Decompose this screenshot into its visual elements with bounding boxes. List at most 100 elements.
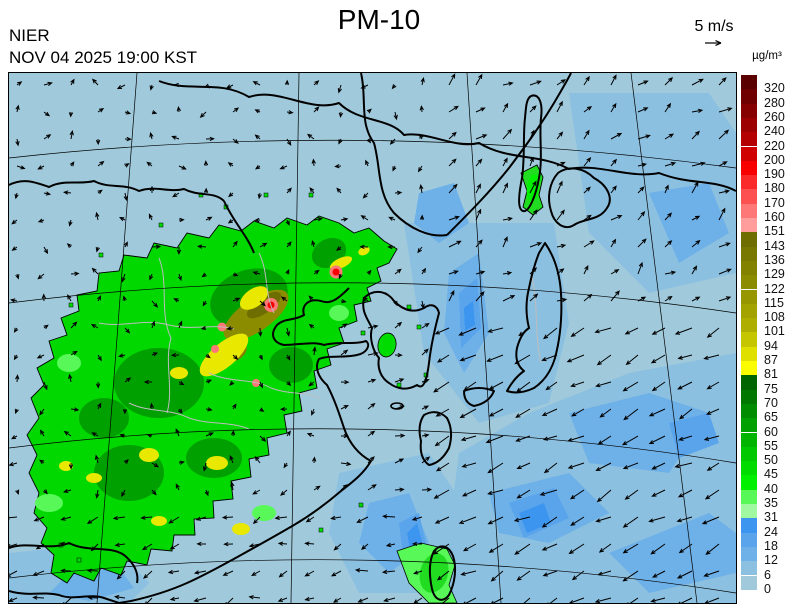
wind-arrow-icon xyxy=(556,243,567,249)
wind-arrow-icon xyxy=(360,215,369,221)
wind-arrow-icon xyxy=(201,272,207,278)
wind-arrow-icon xyxy=(205,136,215,142)
wind-arrow-icon xyxy=(122,295,127,302)
wind-arrow-icon xyxy=(488,543,504,553)
wind-arrow-icon xyxy=(703,570,720,577)
wind-arrow-icon xyxy=(149,273,154,281)
wind-arrow-icon xyxy=(254,217,261,223)
wind-arrow-icon xyxy=(706,462,720,471)
wind-arrow-icon xyxy=(583,157,592,167)
wind-arrow-icon xyxy=(15,273,20,280)
wind-arrow-icon xyxy=(421,433,430,438)
wind-arrow-icon xyxy=(280,296,288,302)
wind-arrow-icon xyxy=(677,489,693,498)
wind-arrow-icon xyxy=(622,516,639,528)
wind-arrow-icon xyxy=(691,239,701,248)
wind-arrow-icon xyxy=(113,595,126,600)
wind-arrow-icon xyxy=(637,107,649,113)
colorbar-swatch xyxy=(741,375,757,390)
wind-arrow-icon xyxy=(594,597,612,603)
wind-arrow-icon xyxy=(571,408,585,417)
wind-arrow-icon xyxy=(117,353,126,358)
wind-arrow-icon xyxy=(223,541,234,547)
wind-arrow-icon xyxy=(718,242,731,248)
wind-arrow-icon xyxy=(97,160,105,167)
wind-arrow-icon xyxy=(176,105,182,113)
colorbar-swatch xyxy=(741,361,757,376)
colorbar-swatch xyxy=(741,132,757,147)
wind-arrow-icon xyxy=(43,324,49,330)
wind-arrow-icon xyxy=(123,459,129,464)
wind-arrow-icon xyxy=(516,570,531,581)
colorbar-swatch xyxy=(741,75,757,90)
wind-arrow-icon xyxy=(90,323,99,329)
wind-arrow-icon xyxy=(116,570,126,580)
wind-arrow-icon xyxy=(610,238,617,248)
colorbar-level-label: 50 xyxy=(764,453,778,468)
wind-arrow-icon xyxy=(151,110,158,115)
wind-arrow-icon xyxy=(228,192,234,198)
wind-arrow-icon xyxy=(39,408,45,416)
wind-arrow-icon xyxy=(336,187,342,194)
wind-arrow-icon xyxy=(232,403,237,410)
colorbar-swatch xyxy=(741,303,757,319)
wind-arrow-icon xyxy=(570,327,585,337)
wind-arrow-icon xyxy=(420,76,425,86)
wind-arrow-icon xyxy=(419,214,425,221)
wind-arrow-icon xyxy=(718,107,733,113)
wind-arrow-icon xyxy=(610,158,617,167)
colorbar-level-label: 65 xyxy=(764,410,778,425)
wind-arrow-icon xyxy=(515,435,531,442)
wind-arrow-icon xyxy=(59,541,72,546)
wind-arrow-icon xyxy=(16,81,23,86)
wind-arrow-icon xyxy=(15,138,20,147)
coastline-layer xyxy=(9,73,736,603)
wind-arrow-icon xyxy=(86,568,99,573)
colorbar-level-label: 160 xyxy=(764,210,785,224)
wind-arrow-icon xyxy=(419,133,424,140)
wind-arrow-icon xyxy=(178,217,185,223)
wind-arrow-icon xyxy=(597,435,612,445)
wind-arrow-icon xyxy=(123,192,128,202)
wind-arrow-icon xyxy=(678,543,693,554)
wind-arrow-icon xyxy=(10,435,18,440)
wind-arrow-icon xyxy=(254,455,261,464)
wind-arrow-icon xyxy=(285,327,291,337)
wind-arrow-icon xyxy=(170,352,180,358)
wind-arrow-icon xyxy=(283,462,288,469)
colorbar-level-label: 190 xyxy=(764,167,785,182)
wind-arrow-icon xyxy=(124,136,132,142)
wind-arrow-icon xyxy=(232,138,239,144)
colorbar-level-label: 200 xyxy=(764,152,785,167)
wind-arrow-icon xyxy=(637,211,646,221)
colorbar-swatch xyxy=(741,275,757,290)
wind-arrow-icon xyxy=(193,597,207,603)
wind-arrow-icon xyxy=(516,462,531,469)
wind-arrow-icon xyxy=(367,456,375,464)
wind-arrow-icon xyxy=(258,354,263,361)
wind-arrow-icon xyxy=(487,516,504,525)
wind-arrow-icon xyxy=(97,189,103,195)
wind-arrow-icon xyxy=(43,381,48,391)
wind-arrow-icon xyxy=(60,516,72,521)
wind-arrow-icon xyxy=(252,271,261,276)
wind-arrow-icon xyxy=(529,267,538,275)
colorbar-swatch xyxy=(741,146,757,161)
wind-arrow-icon xyxy=(9,462,18,467)
wind-arrow-icon xyxy=(556,161,566,167)
wind-arrow-icon xyxy=(176,246,182,255)
wind-arrow-icon xyxy=(340,484,348,491)
wind-arrow-icon xyxy=(691,296,701,302)
wind-arrow-icon xyxy=(149,84,154,91)
wind-arrow-icon xyxy=(222,570,234,576)
wind-arrow-icon xyxy=(227,162,234,167)
wind-arrow-icon xyxy=(60,568,72,573)
colorbar-swatch xyxy=(741,289,757,304)
wind-arrow-icon xyxy=(286,381,292,387)
wind-arrow-icon xyxy=(68,373,73,383)
wind-arrow-icon xyxy=(610,269,620,275)
colorbar-swatch xyxy=(741,117,757,133)
wind-arrow-icon xyxy=(248,543,261,548)
wind-arrow-icon xyxy=(691,215,701,221)
wind-arrow-icon xyxy=(340,298,347,304)
